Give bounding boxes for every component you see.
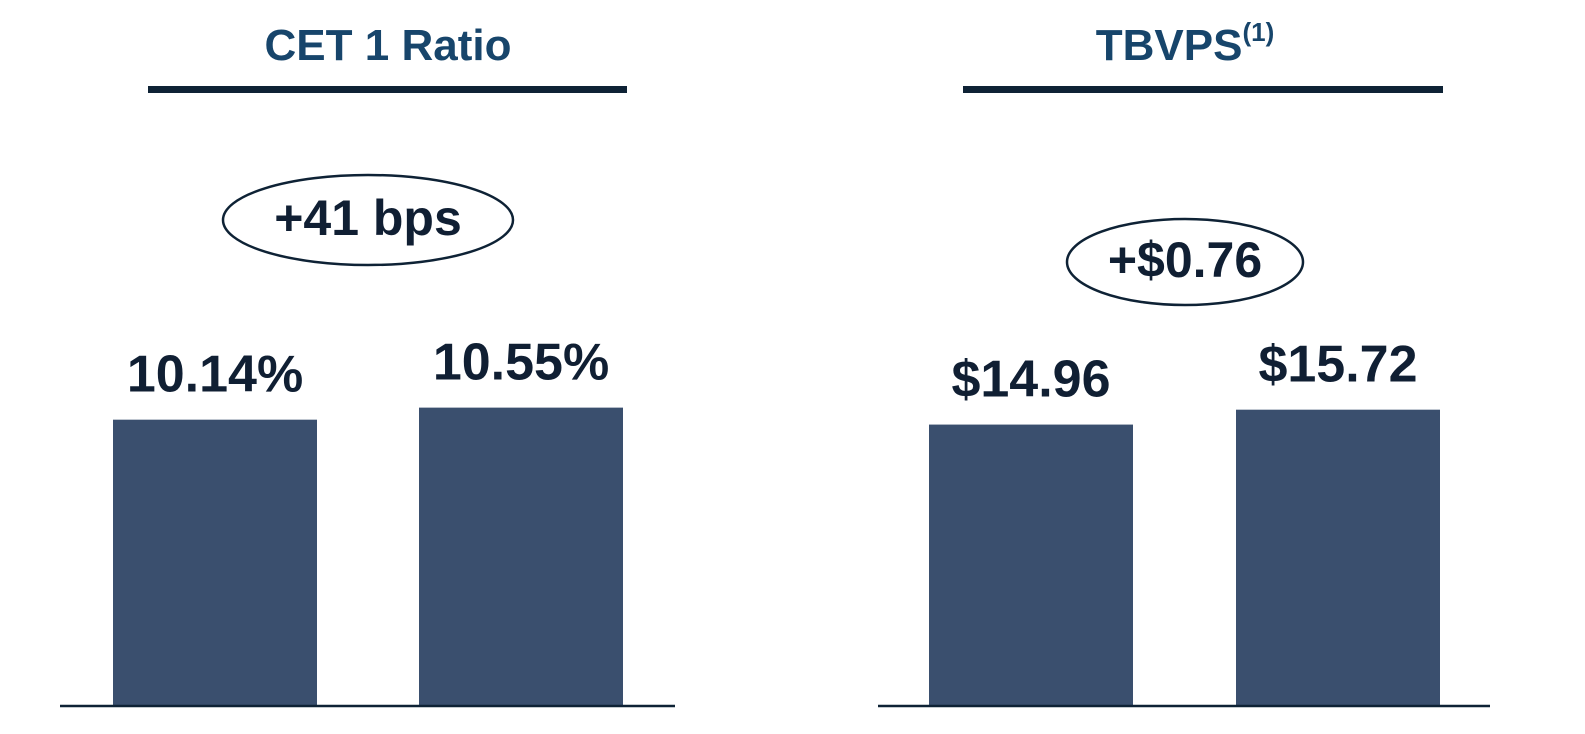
value-label: $15.72 (1258, 335, 1417, 393)
annotation: +$0.76 (1108, 232, 1262, 288)
bar (929, 424, 1133, 706)
title-note: (1) (1242, 17, 1274, 47)
title-underline (963, 86, 1443, 93)
annotation-oval (1065, 217, 1305, 307)
value-label: 10.14% (127, 345, 303, 403)
chart-title: TBVPS(1) (1096, 17, 1274, 70)
title-text: TBVPS (1096, 21, 1243, 70)
annotation-oval (221, 173, 515, 267)
bar (113, 419, 317, 706)
value-label: $14.96 (951, 350, 1110, 408)
annotation: +41 bps (274, 190, 462, 246)
chart-title: CET 1 Ratio (265, 21, 512, 70)
bar (1236, 409, 1440, 706)
bar (419, 407, 623, 706)
title-text: CET 1 Ratio (265, 21, 512, 70)
title-underline (148, 86, 627, 93)
value-label: 10.55% (433, 333, 609, 391)
